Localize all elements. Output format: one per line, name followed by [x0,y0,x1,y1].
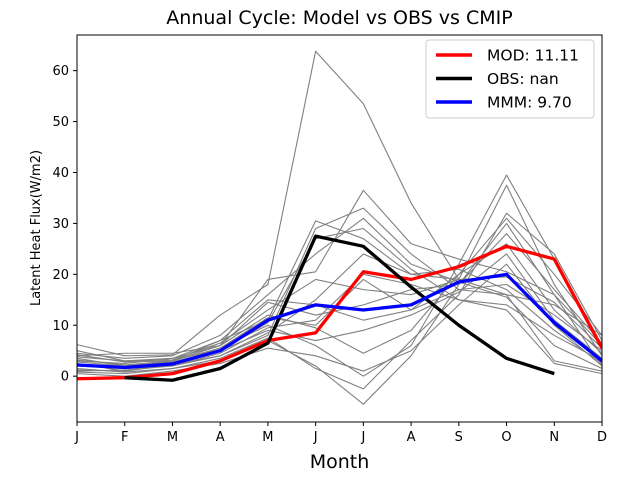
legend-entry-mod-label: MOD: 11.11 [487,47,579,65]
mmm-line [77,272,602,370]
cmip-line-2 [77,189,602,357]
cmip-line-6 [77,283,602,362]
cmip-line-9 [77,243,602,364]
x-tick-label: S [455,430,463,445]
x-tick-label: M [262,430,273,445]
axes-frame [76,34,603,423]
legend-entry-obs-label: OBS: nan [487,70,559,88]
y-tick-label: 30 [52,217,69,232]
legend-box [425,39,595,119]
plot-area [77,50,602,405]
x-axis-label: Month [310,451,370,473]
x-tick-label: F [121,430,128,445]
cmip-line-12 [77,212,602,390]
x-tick-label: M [167,430,178,445]
mod-line [77,244,602,381]
x-tick-label: J [74,430,79,445]
cmip-line-11 [77,217,602,370]
y-tick-label: 0 [61,370,69,385]
y-axis-label: Latent Heat Flux(W/m2) [29,150,44,306]
x-tick-label: A [216,430,225,445]
x-tick-label: A [407,430,416,445]
cmip-line-10 [77,263,602,377]
y-tick-label: 60 [52,64,69,79]
y-tick-label: 40 [52,166,69,181]
x-tick-label: J [313,430,318,445]
x-tick-label: D [597,430,607,445]
legend: MOD: 11.11 OBS: nan MMM: 9.70 [425,39,595,119]
y-tick-label: 50 [52,115,69,130]
cmip-line-4 [77,184,602,367]
obs-line [124,234,555,382]
y-tick-label: 20 [52,268,69,283]
axes: J F M A M J J A S O N D 0 10 20 30 40 50 60 [52,34,607,445]
y-tick-label: 10 [52,319,69,334]
cmip-line-3 [77,174,602,377]
cmip-line-14 [77,253,602,367]
x-tick-label: J [360,430,365,445]
x-tick-label: O [501,430,511,445]
legend-entry-mmm-label: MMM: 9.70 [487,94,572,112]
x-tick-label: N [549,430,559,445]
chart-title: Annual Cycle: Model vs OBS vs CMIP [166,7,512,29]
cmip-line-8 [77,273,602,370]
